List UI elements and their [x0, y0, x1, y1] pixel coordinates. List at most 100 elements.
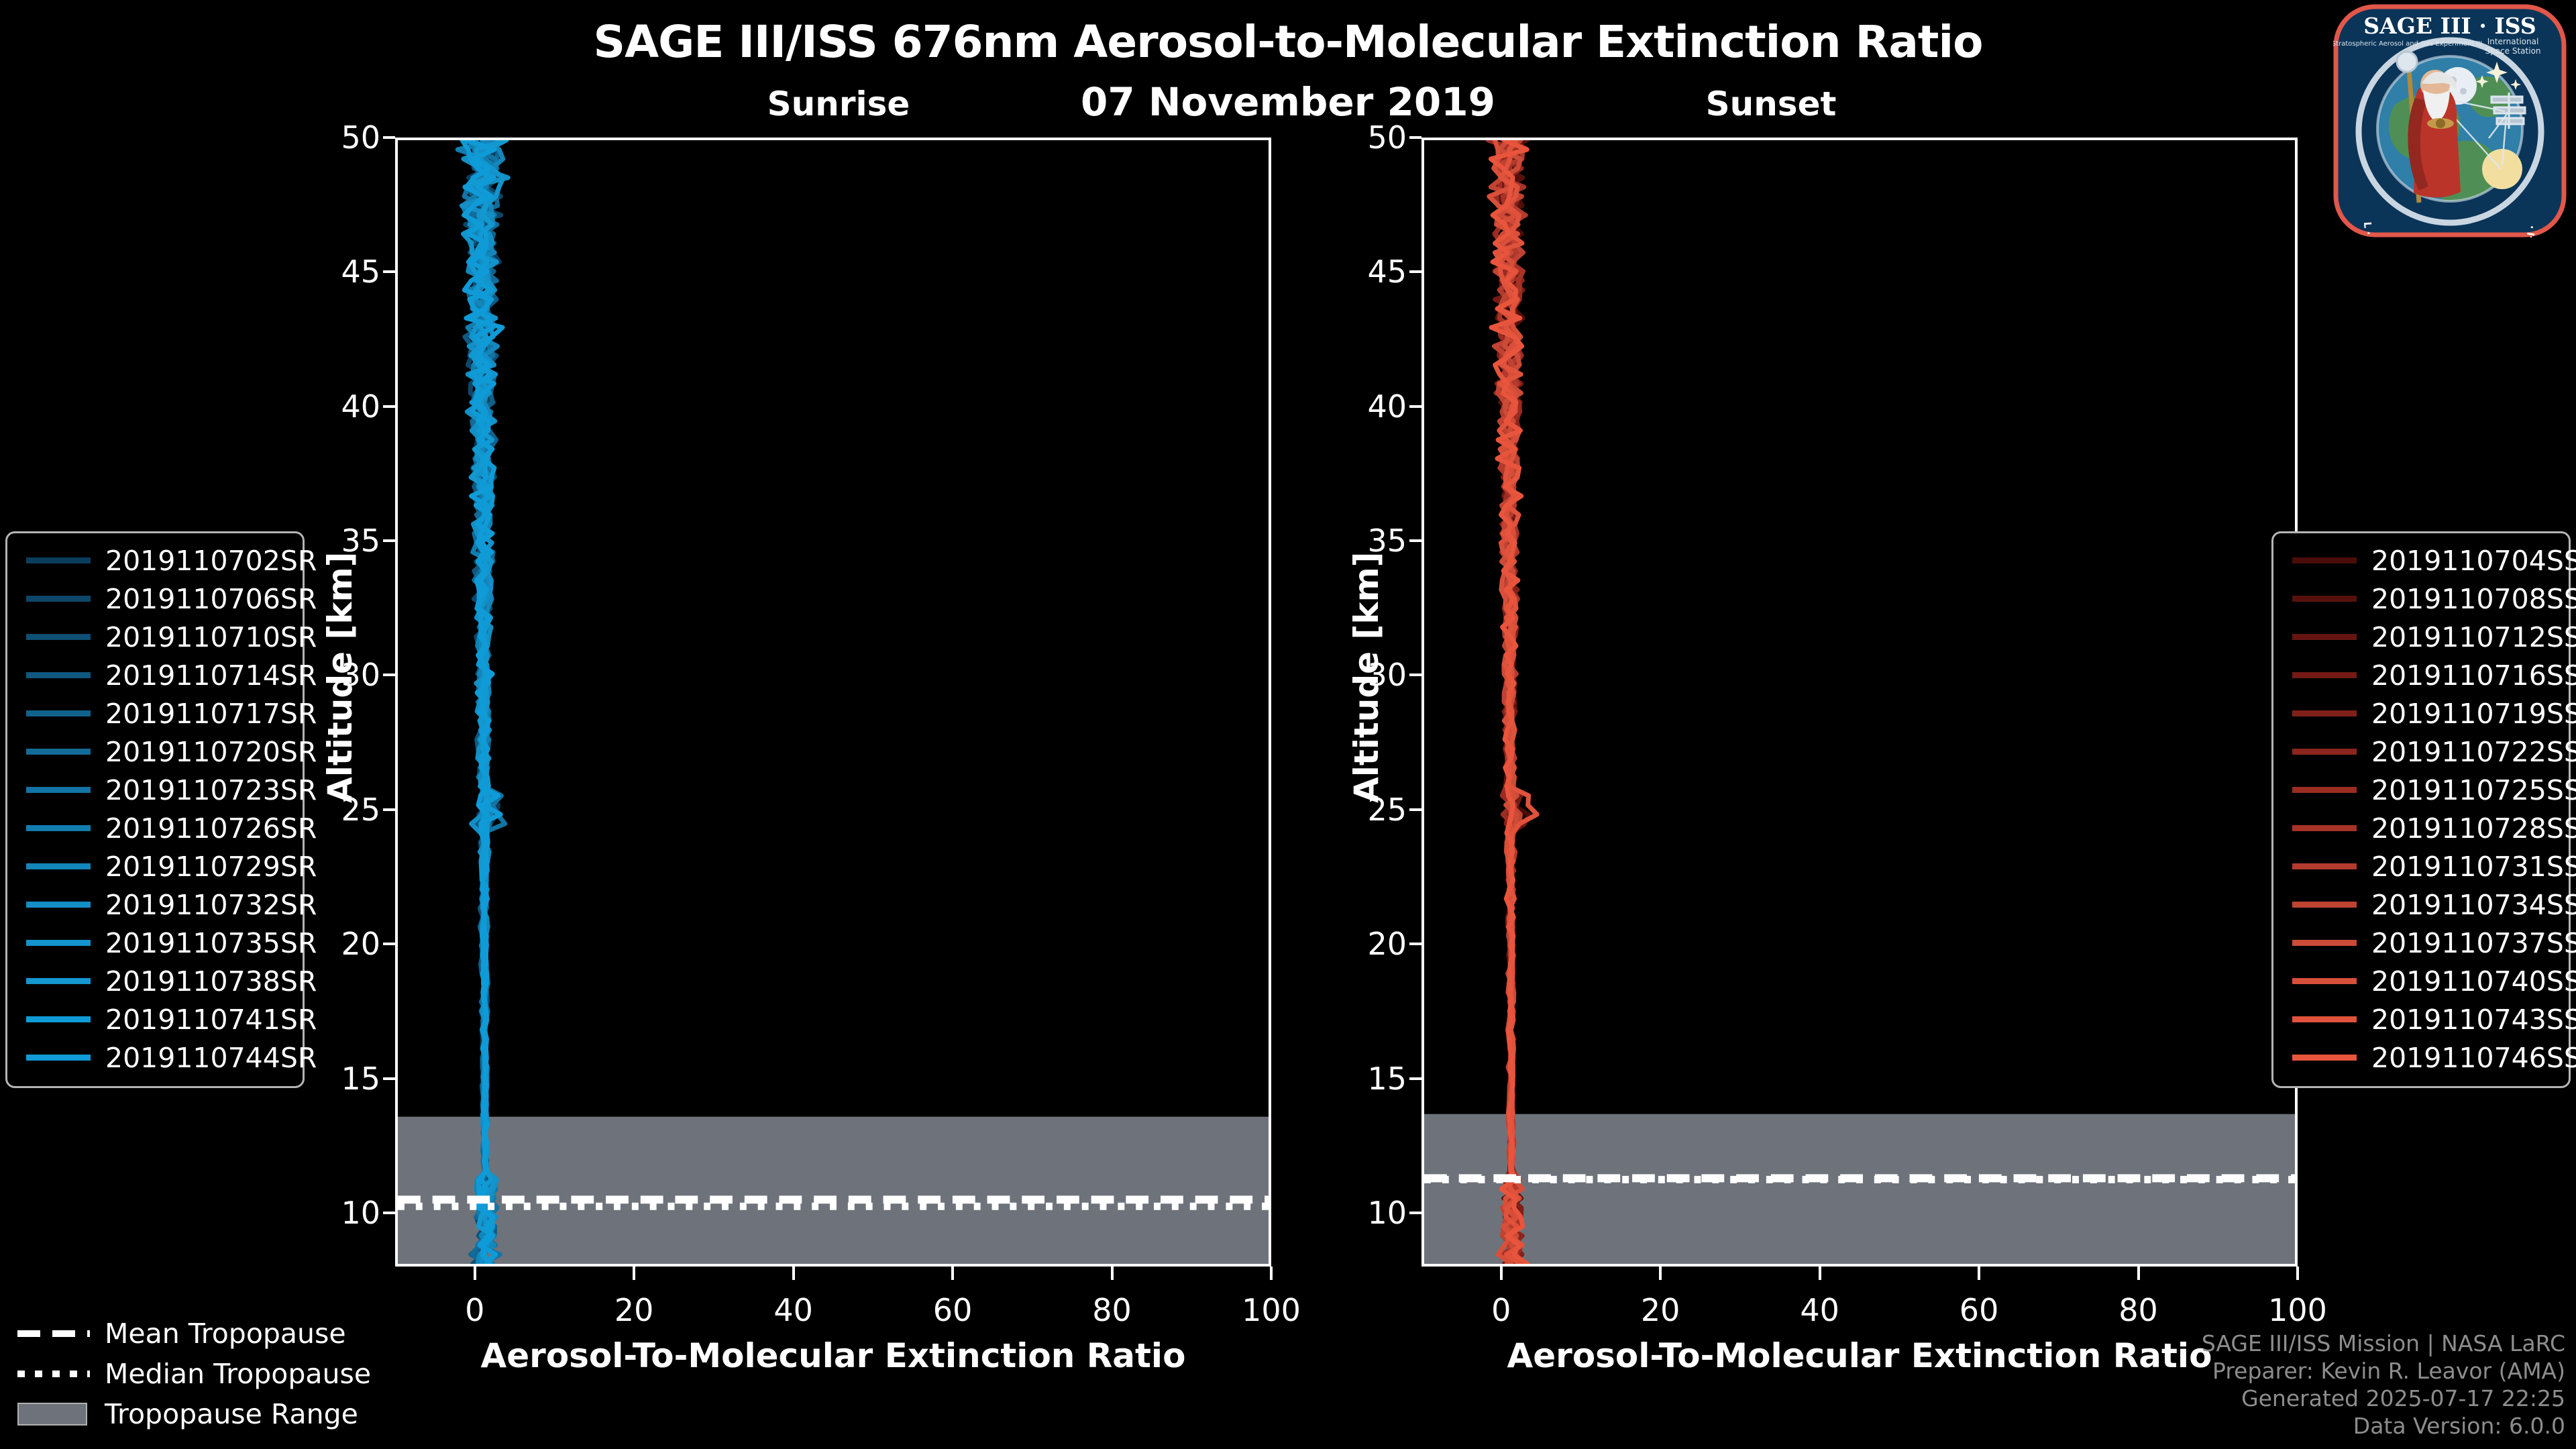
y-axis-tick-mark — [383, 405, 395, 408]
legend-item-label: 2019110737SS — [2371, 926, 2576, 959]
y-axis-tick-label: 50 — [341, 119, 380, 156]
legend-item[interactable]: 2019110725SS — [2286, 771, 2576, 809]
legend-color-swatch — [2292, 787, 2357, 793]
x-axis-tick-label: 80 — [2118, 1292, 2158, 1328]
y-axis-tick-label: 30 — [341, 657, 380, 694]
credits-generated: Generated 2025-07-17 22:25 — [2241, 1385, 2565, 1411]
legend-item[interactable]: 2019110720SR — [19, 733, 317, 771]
legend-color-swatch — [26, 634, 91, 640]
sunset-series-legend[interactable]: 2019110704SS 2019110708SS 2019110712SS 2019… — [2271, 531, 2576, 1088]
y-axis-tick-mark — [383, 136, 395, 139]
legend-item[interactable]: 2019110744SR — [19, 1038, 317, 1077]
legend-item[interactable]: 2019110719SS — [2286, 694, 2576, 733]
patch-subtitle-left: Stratospheric Aerosol and Gas Experiment… — [2333, 40, 2482, 48]
legend-item-label: 2019110722SS — [2371, 735, 2576, 768]
legend-color-swatch — [26, 902, 91, 908]
legend-item[interactable]: 2019110743SS — [2286, 1000, 2576, 1038]
legend-item[interactable]: 2019110704SS — [2286, 541, 2576, 580]
legend-color-swatch — [2292, 634, 2357, 640]
legend-item[interactable]: 2019110702SR — [19, 541, 317, 580]
sunset-y-axis-title: Altitude [km] — [1347, 551, 1386, 803]
legend-item[interactable]: 2019110716SS — [2286, 656, 2576, 694]
x-axis-tick-mark — [1110, 1267, 1114, 1280]
legend-item[interactable]: 2019110734SS — [2286, 885, 2576, 924]
y-axis-tick-mark — [383, 539, 395, 543]
legend-color-swatch — [26, 787, 91, 793]
legend-item-label: 2019110728SS — [2371, 812, 2576, 845]
sunrise-plot-panel: 10 15 20 25 30 35 40 45 50 0 20 40 60 80 100 Altitude … — [321, 119, 1301, 1375]
legend-item[interactable]: 2019110740SS — [2286, 962, 2576, 1000]
legend-item-label: 2019110729SR — [105, 850, 317, 883]
dashed-line-icon — [17, 1325, 90, 1342]
legend-item-mean-tropopause: Mean Tropopause — [17, 1313, 393, 1354]
legend-item-label: 2019110704SS — [2371, 544, 2576, 577]
legend-item[interactable]: 2019110712SS — [2286, 618, 2576, 656]
x-axis-tick-mark — [951, 1267, 955, 1280]
y-axis-tick-mark — [1409, 943, 1421, 946]
x-axis-tick-label: 60 — [932, 1292, 973, 1328]
legend-item[interactable]: 2019110722SS — [2286, 733, 2576, 771]
legend-item[interactable]: 2019110738SR — [19, 962, 317, 1000]
x-axis-tick-mark — [1978, 1267, 1981, 1280]
legend-color-swatch — [2292, 710, 2357, 716]
legend-item[interactable]: 2019110735SR — [19, 924, 317, 962]
credits-preparer: Preparer: Kevin R. Leavor (AMA) — [2212, 1358, 2565, 1384]
legend-color-swatch — [26, 749, 91, 755]
y-axis-tick-mark — [1409, 270, 1421, 274]
y-axis-tick-mark — [383, 270, 395, 274]
legend-color-swatch — [2292, 902, 2357, 908]
legend-item[interactable]: 2019110746SS — [2286, 1038, 2576, 1077]
y-axis-tick-mark — [383, 1077, 395, 1080]
patch-title: SAGE III · ISS — [2363, 13, 2536, 39]
legend-item[interactable]: 2019110708SS — [2286, 580, 2576, 618]
y-axis-tick-label: 10 — [1367, 1194, 1407, 1231]
legend-item-label: 2019110710SR — [105, 621, 317, 653]
legend-item[interactable]: 2019110726SR — [19, 809, 317, 847]
tropopause-range-band — [1424, 1114, 2295, 1264]
page-title: SAGE III/ISS 676nm Aerosol-to-Molecular … — [593, 16, 1984, 68]
credits-mission: SAGE III/ISS Mission | NASA LaRC — [2201, 1330, 2565, 1356]
y-axis-tick-label: 35 — [341, 523, 380, 559]
x-axis-tick-mark — [1659, 1267, 1662, 1280]
legend-color-swatch — [26, 710, 91, 716]
legend-item-label: 2019110714SR — [105, 659, 317, 692]
y-axis-tick-mark — [383, 674, 395, 677]
sunrise-series-legend[interactable]: 2019110702SR 2019110706SR 2019110710SR 2019… — [5, 531, 317, 1088]
legend-color-swatch — [26, 825, 91, 831]
sunset-panel-label: Sunset — [1705, 85, 1837, 123]
legend-item-tropopause-range: Tropopause Range — [17, 1394, 393, 1434]
legend-item[interactable]: 2019110732SR — [19, 885, 317, 924]
legend-item[interactable]: 2019110729SR — [19, 847, 317, 885]
legend-color-swatch — [2292, 749, 2357, 755]
x-axis-tick-label: 0 — [1491, 1292, 1511, 1328]
legend-item-label: 2019110725SS — [2371, 773, 2576, 806]
legend-item[interactable]: 2019110714SR — [19, 656, 317, 694]
median-tropopause-label: Median Tropopause — [105, 1358, 372, 1390]
y-axis-tick-label: 40 — [1367, 388, 1407, 425]
legend-item-label: 2019110731SS — [2371, 850, 2576, 883]
legend-color-swatch — [26, 940, 91, 946]
legend-item[interactable]: 2019110710SR — [19, 618, 317, 656]
y-axis-tick-mark — [1409, 405, 1421, 408]
y-axis-tick-mark — [383, 943, 395, 946]
legend-item[interactable]: 2019110728SS — [2286, 809, 2576, 847]
y-axis-tick-label: 45 — [1367, 254, 1407, 290]
legend-item-label: 2019110735SR — [105, 926, 317, 959]
legend-item[interactable]: 2019110737SS — [2286, 924, 2576, 962]
legend-item-label: 2019110723SR — [105, 773, 317, 806]
legend-item-label: 2019110740SS — [2371, 965, 2576, 998]
x-axis-tick-label: 100 — [2268, 1292, 2327, 1328]
legend-item[interactable]: 2019110731SS — [2286, 847, 2576, 885]
y-axis-tick-label: 30 — [1367, 657, 1407, 694]
sunrise-y-axis-title: Altitude [km] — [321, 551, 360, 803]
legend-color-swatch — [2292, 978, 2357, 984]
legend-item-label: 2019110716SS — [2371, 659, 2576, 692]
legend-item[interactable]: 2019110723SR — [19, 771, 317, 809]
legend-item[interactable]: 2019110741SR — [19, 1000, 317, 1038]
x-axis-tick-mark — [792, 1267, 795, 1280]
legend-item[interactable]: 2019110717SR — [19, 694, 317, 733]
legend-color-swatch — [2292, 863, 2357, 869]
legend-color-swatch — [26, 557, 91, 564]
legend-item[interactable]: 2019110706SR — [19, 580, 317, 618]
x-axis-tick-label: 100 — [1242, 1292, 1301, 1328]
